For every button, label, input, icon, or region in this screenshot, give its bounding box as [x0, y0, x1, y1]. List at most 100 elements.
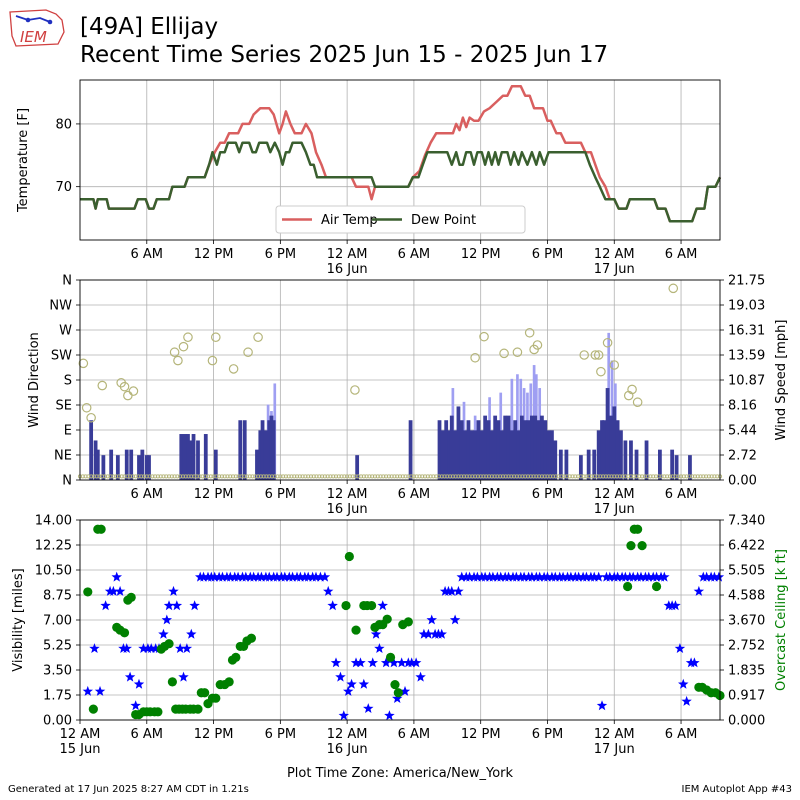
wind-dir-marker: [78, 358, 89, 369]
visibility-point: [335, 671, 346, 682]
y-tick-label: N: [62, 474, 72, 489]
air-temp-line: [80, 85, 722, 223]
x-tick-label: 12 PM: [194, 247, 234, 262]
visibility-point: [124, 671, 136, 682]
visibility-point: [225, 571, 236, 582]
wind-speed-bar: [93, 440, 98, 480]
visibility-point: [343, 685, 354, 696]
visibility-point: [163, 600, 175, 611]
visibility-point: [350, 657, 362, 668]
ceiling-point: [88, 704, 98, 714]
x-tick-label: 6 PM: [532, 247, 563, 262]
y2-axis-label: Overcast Ceiling [k ft]: [774, 549, 789, 691]
wind-speed-bar: [473, 430, 478, 480]
ceiling-point: [164, 639, 174, 649]
x-tick-label: 12 PM: [194, 727, 234, 742]
plot-frame: [79, 279, 721, 481]
wind-dir-marker: [97, 380, 108, 391]
visibility-point: [426, 614, 437, 625]
x-tick-sublabel: 17 Jun: [594, 502, 635, 517]
visibility-point: [693, 585, 705, 596]
visibility-point: [108, 585, 119, 596]
wind-dir-marker: [128, 386, 139, 396]
wind-speed-bar: [258, 430, 263, 480]
x-tick-label: 6 AM: [665, 487, 698, 502]
wind-speed-bar: [447, 430, 452, 480]
visibility-point: [689, 657, 700, 668]
ceiling-point: [83, 587, 93, 597]
y2-tick-label: 16.31: [728, 324, 765, 339]
y-tick-label: SE: [56, 399, 72, 414]
visibility-point: [171, 600, 183, 611]
visibility-point: [589, 571, 600, 582]
x-tick-label: 12 AM: [327, 727, 368, 742]
visibility-point: [377, 600, 388, 611]
visibility-point: [399, 685, 411, 696]
wind-speed-bar: [536, 420, 541, 480]
legend: Air Temp Dew Point: [275, 205, 526, 234]
visibility-point: [456, 571, 467, 582]
visibility-point: [487, 571, 499, 582]
visibility-point: [604, 571, 615, 582]
visibility-point: [388, 657, 400, 668]
visibility-point: [133, 678, 145, 689]
wind-dir-marker: [183, 332, 193, 343]
y-tick-label: 70: [55, 180, 72, 195]
y-tick-label: S: [64, 374, 72, 389]
y2-tick-label: 0.917: [728, 689, 765, 704]
wind-speed-bar: [101, 455, 106, 480]
wind-dir-marker: [609, 360, 620, 370]
wind-dir-marker: [632, 397, 643, 408]
wind-speed-bar: [196, 440, 200, 480]
wind-speed-bar: [578, 455, 583, 480]
wind-speed-bar: [203, 434, 208, 480]
wind-gust-bar: [516, 374, 519, 480]
wind-speed-bar: [267, 420, 272, 480]
wind-dir-marker: [86, 412, 96, 423]
x-tick-sublabel: 16 Jun: [327, 742, 368, 757]
wind-speed-bar: [493, 415, 498, 480]
x-tick-label: 6 PM: [265, 727, 296, 742]
wind-speed-bar: [499, 430, 504, 480]
ceiling-point: [367, 600, 377, 611]
visibility-point: [146, 643, 157, 653]
y2-tick-label: 8.16: [728, 399, 757, 414]
x-tick-sublabel: 17 Jun: [594, 262, 635, 277]
visibility-point: [678, 678, 689, 689]
wind-speed-bar: [530, 415, 534, 480]
visibility-point: [446, 585, 457, 596]
visibility-point: [449, 614, 461, 625]
y2-tick-label: 19.03: [728, 299, 765, 314]
y-tick-label: NW: [49, 299, 72, 314]
x-tick-label: 12 PM: [461, 727, 501, 742]
visibility-point: [114, 585, 126, 596]
visibility-point: [174, 643, 186, 653]
visibility-point: [256, 571, 267, 582]
visibility-point: [374, 643, 385, 653]
visibility-point: [384, 710, 395, 721]
x-tick-label: 6 AM: [131, 487, 164, 502]
visibility-point: [121, 643, 132, 653]
wind-speed-bar: [437, 420, 442, 480]
visibility-point: [319, 571, 331, 582]
y-tick-label: 10.50: [35, 564, 72, 579]
x-tick-label: 6 AM: [398, 487, 431, 502]
visibility-point: [186, 628, 197, 639]
wind-speed-bar: [444, 420, 449, 480]
visibility-point: [189, 600, 200, 611]
wind-dir-marker: [627, 384, 637, 395]
visibility-point: [635, 571, 647, 582]
visibility-point: [526, 571, 538, 582]
wind-dir-marker: [596, 366, 606, 377]
x-tick-label: 12 PM: [194, 487, 234, 502]
wind-dir-marker: [579, 350, 590, 360]
wind-dir-marker: [524, 327, 535, 338]
x-tick-label: 6 AM: [131, 727, 164, 742]
wind-speed-bar: [188, 440, 193, 480]
x-tick-label: 12 AM: [594, 727, 635, 742]
y-tick-label: 12.25: [35, 539, 72, 554]
visibility-point: [423, 628, 434, 639]
y-tick-label: 8.75: [43, 589, 72, 604]
